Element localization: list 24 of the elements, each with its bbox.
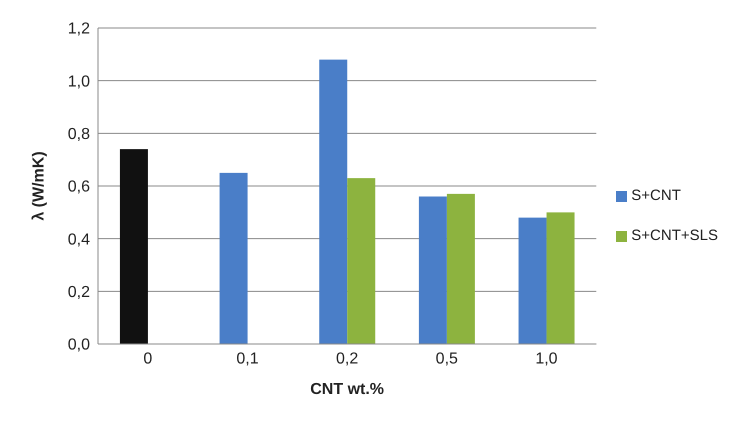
x-tick-label: 0,1 [236, 350, 259, 368]
y-tick-label: 0,8 [68, 126, 90, 144]
x-tick-label: 0,2 [336, 350, 358, 368]
x-tick-label: 1,0 [535, 350, 558, 368]
y-axis-title: λ (W/mK) [30, 151, 48, 221]
bar [120, 149, 148, 344]
y-tick-label: 0,2 [68, 284, 90, 302]
bar [347, 178, 376, 344]
bar [319, 60, 348, 344]
legend-label: S+CNT+SLS [631, 227, 718, 244]
x-tick-label: 0 [143, 350, 152, 368]
legend-label: S+CNT [631, 187, 681, 204]
bar [418, 196, 447, 344]
bar [446, 194, 475, 344]
bar [518, 218, 547, 344]
y-tick-label: 0,4 [68, 231, 90, 248]
x-tick-label: 0,5 [436, 350, 458, 368]
y-tick-label: 1,2 [68, 20, 90, 38]
bar [546, 212, 575, 344]
y-tick-label: 0,0 [68, 336, 90, 354]
bar [220, 172, 248, 344]
y-tick-label: 0,6 [68, 178, 90, 196]
x-axis-title: CNT wt.% [310, 381, 384, 398]
y-tick-label: 1,0 [68, 73, 90, 90]
